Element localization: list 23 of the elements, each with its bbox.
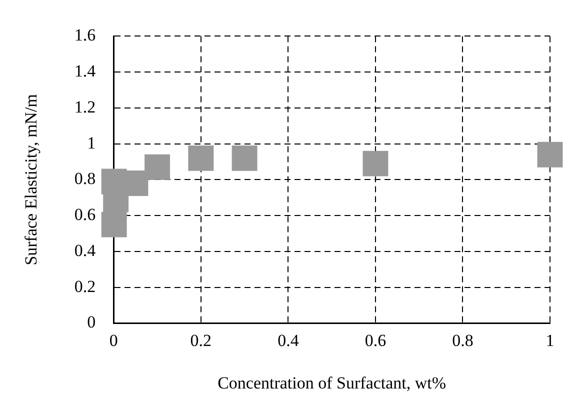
y-tick-label: 1.6 xyxy=(74,26,96,45)
y-axis-title: Surface Elasticity, mN/m xyxy=(22,94,41,266)
x-tick-label: 0.2 xyxy=(190,330,212,350)
point xyxy=(232,145,258,171)
y-tick-label: 0.6 xyxy=(74,205,96,224)
x-tick-label: 0.6 xyxy=(364,330,386,350)
point xyxy=(144,154,170,180)
x-tick-label: 0.4 xyxy=(278,330,300,350)
x-axis-title: Concentration of Surfactant, wt% xyxy=(218,373,446,392)
y-tick-label: 1.4 xyxy=(74,62,96,81)
point xyxy=(101,212,127,238)
y-tick-label: 0.4 xyxy=(74,240,96,260)
y-tick-label: 0 xyxy=(87,312,96,332)
y-tick-label: 0.8 xyxy=(74,169,96,188)
point xyxy=(537,142,563,168)
point xyxy=(362,150,388,176)
x-tick-label: 0.8 xyxy=(452,330,474,350)
y-tick-label: 1 xyxy=(87,133,96,152)
x-tick-label: 1 xyxy=(546,330,554,350)
point xyxy=(188,145,214,171)
y-tick-label: 0.2 xyxy=(74,276,96,296)
y-tick-label: 1.2 xyxy=(74,97,96,116)
x-tick-label: 0 xyxy=(109,330,118,350)
